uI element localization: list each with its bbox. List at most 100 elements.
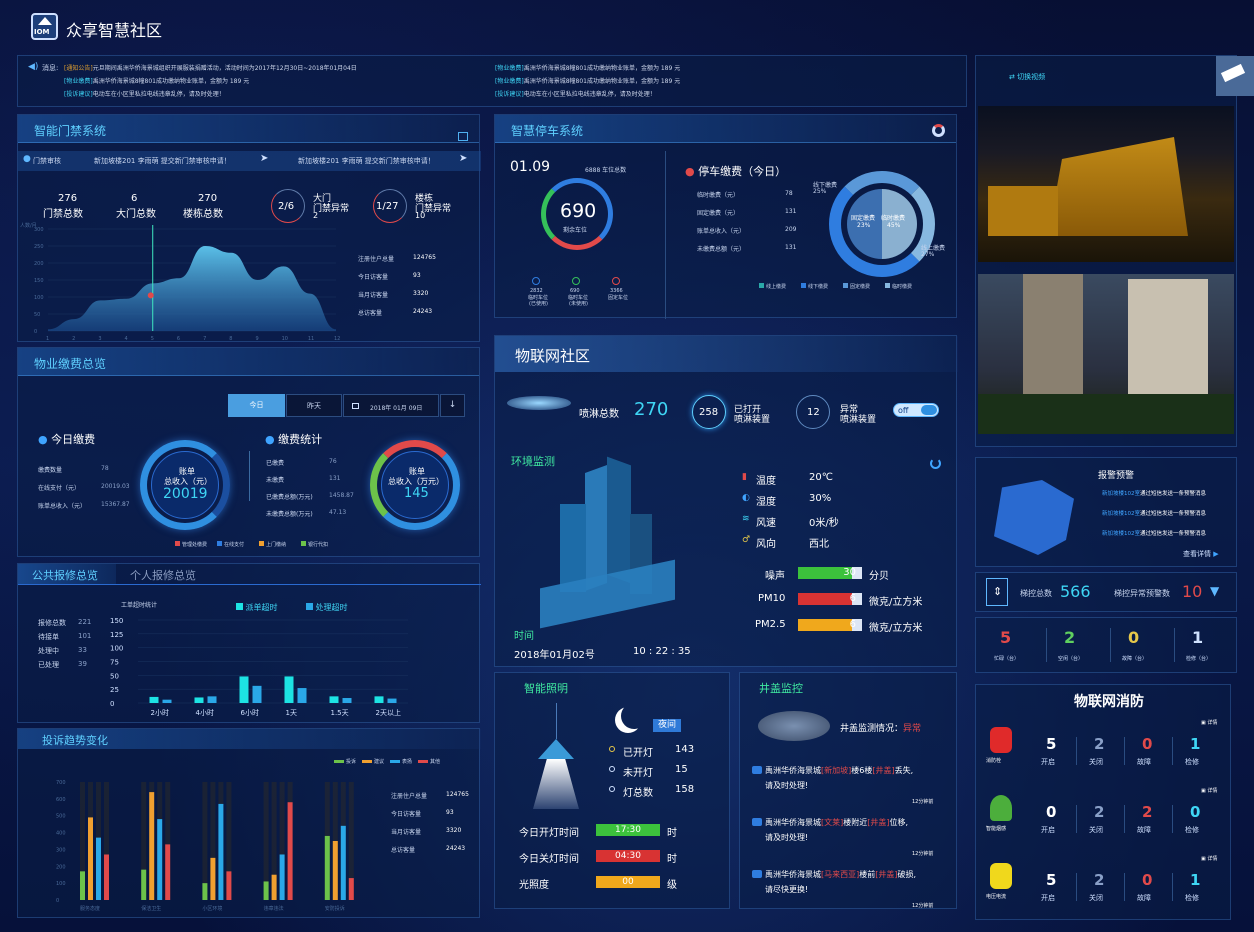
stat-value: 270	[198, 193, 218, 204]
info-value: 124765	[413, 254, 436, 261]
alarm-item[interactable]: 新加坡楼102室通过短信发送一条预警消息	[1102, 531, 1207, 537]
env-title: 环境监测	[511, 455, 555, 468]
legend-item: 线下缴费	[801, 283, 828, 290]
detail-link[interactable]: ▣ 详情	[1201, 720, 1218, 726]
light-row-label: 光照度	[519, 880, 549, 891]
elevator-total-label: 梯控总数	[1020, 589, 1052, 598]
alarm-item[interactable]: 新加坡楼102室通过短信发送一条预警消息	[1102, 511, 1207, 517]
fire-value: 2	[1142, 803, 1153, 821]
speaker-icon: ◀)	[28, 62, 39, 72]
ring-label: 账单	[179, 467, 195, 476]
notice-item[interactable]: [物业缴费]禹洲华侨海景城8幢801成功缴纳物业账单，金额为 189 元	[495, 78, 681, 85]
bar-track	[263, 782, 269, 900]
time-label: 时间	[514, 631, 534, 642]
repair-value: 33	[78, 646, 87, 654]
switch-video-button[interactable]: ⇄ 切换视频	[1009, 73, 1046, 81]
bar-praise	[96, 837, 101, 900]
camera-icon-button[interactable]	[1216, 56, 1254, 96]
stat-label: 大门总数	[116, 209, 156, 220]
date-picker[interactable]: 2018年 01月 09日	[343, 394, 439, 417]
x-tick: 5	[151, 336, 154, 342]
notice-label: 消息:	[42, 64, 59, 72]
notice-item[interactable]: [通知公告]元旦期间禹洲华侨海景城组织开展服装捐赠活动，活动时间为2017年12…	[64, 65, 357, 72]
notice-item[interactable]: [投诉建议]电动车在小区里私拉电线违章乱停，请及时处理！	[495, 91, 656, 98]
bar-process	[162, 699, 172, 703]
fire-label: 检修	[1185, 826, 1199, 834]
bar-track	[141, 782, 147, 900]
notice-item[interactable]: [投诉建议]电动车在小区里私拉电线违章乱停，请及时处理！	[64, 91, 225, 98]
calendar-icon[interactable]	[458, 132, 468, 141]
logo-text: IOM	[34, 28, 50, 36]
tab-public-repair[interactable]: 公共报修总览	[18, 564, 116, 584]
tab-yesterday[interactable]: 昨天	[286, 394, 342, 417]
tab-today[interactable]: 今日	[228, 394, 285, 417]
elevator-stat-label: 故障（台）	[1122, 656, 1148, 662]
y-tick: 500	[56, 814, 66, 820]
x-tick: 8	[229, 336, 232, 342]
y-tick: 0	[110, 700, 114, 708]
manhole-status: 井盖监测情况：异常	[840, 724, 922, 734]
bar-praise	[279, 854, 285, 900]
opened-ring: 258	[692, 395, 726, 429]
bar-dispatch	[239, 676, 249, 703]
fire-label: 故障	[1137, 758, 1151, 766]
y-tick: 0	[34, 329, 37, 335]
pie-icon[interactable]	[932, 124, 945, 137]
fire-value: 0	[1142, 871, 1153, 889]
stat-value: 1458.87	[329, 492, 354, 499]
remaining-label: 剩余车位	[563, 227, 588, 234]
video-feed-1[interactable]	[978, 106, 1234, 262]
elevator-warn: 10	[1182, 582, 1203, 601]
iot-date: 2018年01月02号	[514, 650, 595, 661]
info-value: 93	[446, 809, 454, 816]
manhole-alert[interactable]: 禹洲华侨海景城[马来西亚]楼前[井盖]破损,	[765, 870, 917, 879]
x-tick: 1天	[286, 709, 297, 717]
humidity-icon: ◐	[742, 493, 750, 503]
alarm-title: 报警预警	[1098, 471, 1135, 481]
x-tick: 11	[308, 336, 314, 342]
remaining-spaces-ring	[541, 178, 613, 250]
sprinkler-toggle[interactable]: off	[893, 403, 939, 417]
date-dropdown-button[interactable]: ↓	[440, 394, 465, 417]
lighting-panel: 智能照明 夜间 已开灯 143 未开灯 15 灯总数 158 今日开灯时间 17:30 时今日…	[494, 672, 730, 909]
stat-label: 未缴费总额(万元)	[266, 511, 313, 518]
detail-link[interactable]: ▣ 详情	[1201, 856, 1218, 862]
weather-label: 风速	[756, 518, 776, 529]
manhole-alert[interactable]: 禹洲华侨海景城[新加坡]楼6楼[井盖]丢失,	[765, 766, 914, 775]
access-ticker: ● 门禁审核 新加坡楼201 李雨萌 提交新门禁审核申请！ ➤ 新加坡楼201 …	[18, 151, 481, 171]
manhole-alert[interactable]: 禹洲华侨海景城[文莱]楼附近[井盖]位移,	[765, 818, 909, 827]
fire-value: 2	[1094, 803, 1105, 821]
play-icon[interactable]: ➤	[260, 153, 269, 164]
stat-value: 6	[131, 193, 138, 204]
x-tick: 3	[98, 336, 101, 342]
video-feed-2[interactable]	[978, 274, 1234, 434]
bar-process	[342, 698, 352, 703]
bar-label: PM2.5	[755, 619, 786, 630]
fee-value: 131	[785, 208, 797, 215]
bar-value: 6	[849, 593, 856, 604]
play-icon[interactable]: ➤	[459, 153, 468, 164]
fee-label: 账单总收入（元）	[697, 228, 746, 235]
fire-label: 检修	[1185, 758, 1199, 766]
y-tick: 125	[110, 631, 123, 639]
fire-value: 0	[1142, 735, 1153, 753]
elevator-stat-value: 1	[1192, 628, 1204, 647]
detail-link[interactable]: ▣ 详情	[1201, 788, 1218, 794]
tab-personal-repair[interactable]: 个人报修总览	[130, 569, 196, 582]
elevator-stats: 5 忙碌（台） 2 空闲（台） 0 故障（台） 1 检修（台）	[975, 617, 1237, 673]
notice-item[interactable]: [物业缴费]禹洲华侨海景城8幢801成功缴纳物业账单，金额为 189 元	[64, 78, 250, 85]
alarm-item[interactable]: 新加坡楼102室通过短信发送一条预警消息	[1102, 491, 1207, 497]
legend-label: (已使用)	[529, 301, 548, 307]
fire-value: 0	[1046, 803, 1057, 821]
legend-dispatch: 派单超时	[236, 602, 278, 613]
y-axis-label: 人数/月	[20, 222, 37, 229]
alarm-more-link[interactable]: 查看详情 ▶	[1183, 550, 1219, 558]
stat-value: 131	[329, 475, 341, 482]
notice-item[interactable]: [物业缴费]禹洲华侨海景城8幢801成功缴纳物业账单，金额为 189 元	[495, 65, 681, 72]
ring-value: 20019	[163, 486, 208, 502]
divider	[1124, 737, 1125, 765]
refresh-icon[interactable]	[930, 458, 941, 469]
info-label: 总访客量	[391, 847, 416, 854]
parking-total: 6888 车位总数	[585, 167, 627, 174]
chevron-down-icon[interactable]: ▼	[1210, 584, 1220, 598]
